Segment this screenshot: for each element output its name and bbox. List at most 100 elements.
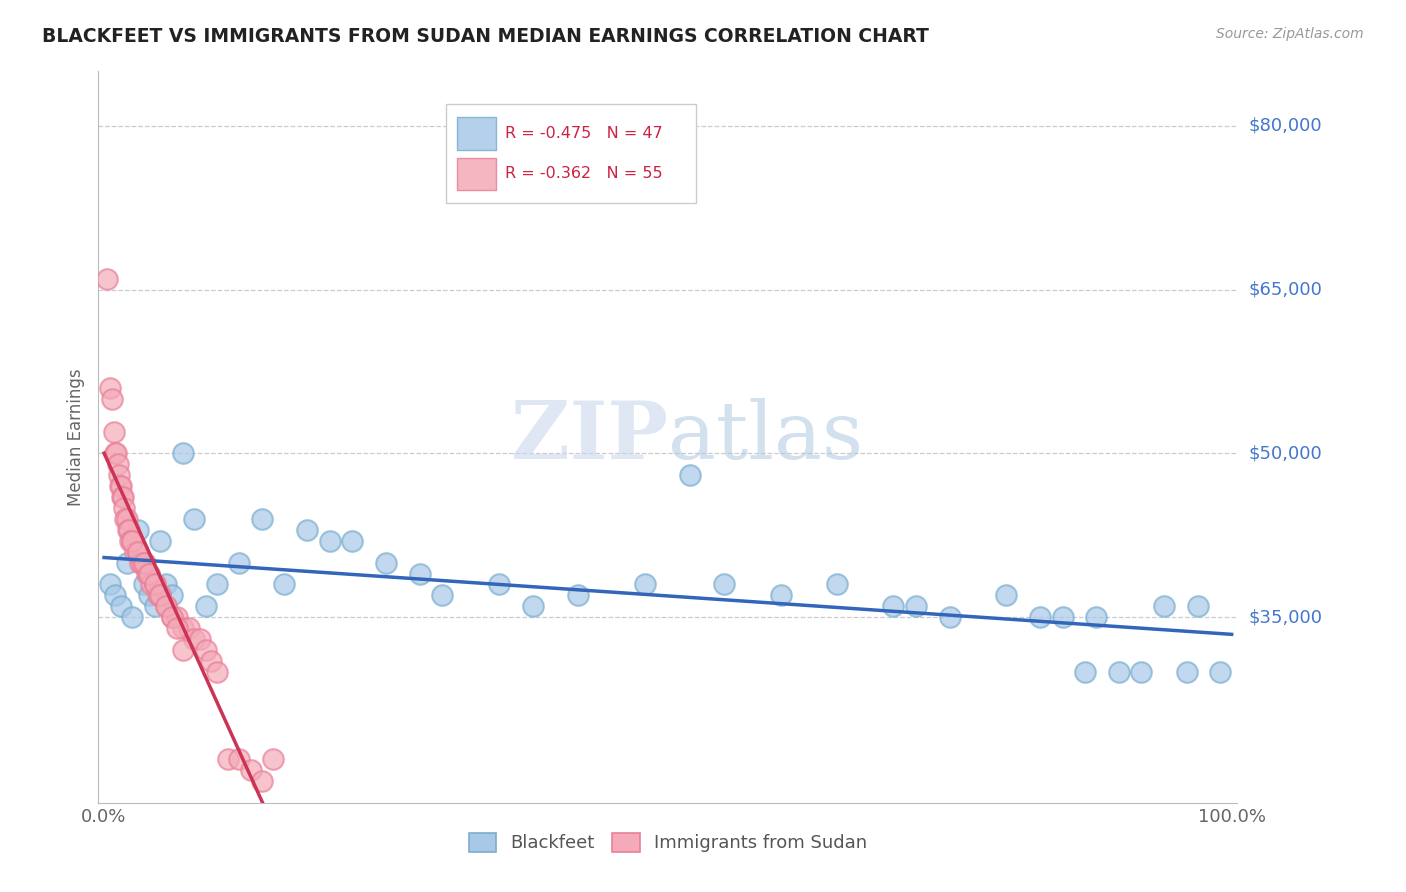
Point bbox=[228, 752, 250, 766]
Text: BLACKFEET VS IMMIGRANTS FROM SUDAN MEDIAN EARNINGS CORRELATION CHART: BLACKFEET VS IMMIGRANTS FROM SUDAN MEDIA… bbox=[42, 27, 929, 45]
Point bbox=[149, 588, 172, 602]
Point bbox=[166, 621, 188, 635]
Point bbox=[200, 654, 222, 668]
Point bbox=[825, 577, 848, 591]
Point bbox=[143, 577, 166, 591]
Point bbox=[995, 588, 1018, 602]
Point bbox=[112, 501, 135, 516]
Point bbox=[488, 577, 510, 591]
Point bbox=[107, 458, 129, 472]
Point bbox=[129, 556, 152, 570]
Point bbox=[188, 632, 211, 646]
Point bbox=[1108, 665, 1130, 679]
Point bbox=[262, 752, 284, 766]
Point bbox=[1187, 599, 1209, 614]
Point bbox=[115, 512, 138, 526]
Text: $65,000: $65,000 bbox=[1249, 281, 1322, 299]
Point bbox=[143, 599, 166, 614]
Point bbox=[228, 556, 250, 570]
Point bbox=[118, 533, 141, 548]
Point bbox=[1130, 665, 1153, 679]
Point bbox=[904, 599, 927, 614]
Point bbox=[138, 566, 160, 581]
Point bbox=[1074, 665, 1097, 679]
Point bbox=[121, 533, 143, 548]
Point bbox=[634, 577, 657, 591]
Point bbox=[135, 566, 157, 581]
Text: $50,000: $50,000 bbox=[1249, 444, 1322, 462]
Point bbox=[124, 545, 146, 559]
Point bbox=[141, 577, 163, 591]
Point bbox=[148, 588, 170, 602]
Point bbox=[250, 512, 273, 526]
FancyBboxPatch shape bbox=[446, 104, 696, 203]
FancyBboxPatch shape bbox=[457, 118, 496, 150]
Point bbox=[127, 523, 149, 537]
Point bbox=[104, 446, 127, 460]
Point bbox=[522, 599, 544, 614]
Legend: Blackfeet, Immigrants from Sudan: Blackfeet, Immigrants from Sudan bbox=[461, 826, 875, 860]
Point bbox=[432, 588, 454, 602]
Point bbox=[183, 512, 205, 526]
Point bbox=[194, 599, 217, 614]
Point bbox=[882, 599, 904, 614]
Point bbox=[250, 774, 273, 789]
Point bbox=[938, 610, 960, 624]
Point bbox=[375, 556, 398, 570]
Point bbox=[1175, 665, 1198, 679]
Point bbox=[110, 599, 132, 614]
Point bbox=[1052, 610, 1074, 624]
Text: $80,000: $80,000 bbox=[1249, 117, 1322, 135]
Point bbox=[107, 468, 129, 483]
Point bbox=[131, 556, 153, 570]
Point bbox=[96, 272, 118, 286]
Point bbox=[110, 479, 132, 493]
Point bbox=[318, 533, 340, 548]
Point bbox=[273, 577, 295, 591]
Point bbox=[409, 566, 432, 581]
Text: Source: ZipAtlas.com: Source: ZipAtlas.com bbox=[1216, 27, 1364, 41]
FancyBboxPatch shape bbox=[457, 158, 496, 190]
Point bbox=[155, 577, 177, 591]
Point bbox=[105, 446, 128, 460]
Text: R = -0.475   N = 47: R = -0.475 N = 47 bbox=[505, 126, 662, 141]
Point bbox=[155, 599, 177, 614]
Point bbox=[121, 610, 143, 624]
Point bbox=[239, 763, 262, 777]
Point bbox=[205, 665, 228, 679]
Point bbox=[132, 577, 155, 591]
Point bbox=[143, 577, 166, 591]
Y-axis label: Median Earnings: Median Earnings bbox=[67, 368, 86, 506]
Point bbox=[1085, 610, 1108, 624]
Point bbox=[114, 512, 136, 526]
Point bbox=[111, 490, 134, 504]
Point bbox=[1153, 599, 1175, 614]
Point bbox=[118, 523, 141, 537]
Point bbox=[1029, 610, 1052, 624]
Text: $35,000: $35,000 bbox=[1249, 608, 1323, 626]
Point bbox=[121, 533, 143, 548]
Point bbox=[104, 588, 127, 602]
Point bbox=[160, 610, 183, 624]
Point bbox=[172, 643, 194, 657]
Point bbox=[117, 523, 139, 537]
Point bbox=[98, 577, 121, 591]
Point bbox=[149, 533, 172, 548]
Point bbox=[177, 621, 200, 635]
Point bbox=[134, 556, 156, 570]
Point bbox=[1209, 665, 1232, 679]
Point bbox=[149, 588, 172, 602]
Point bbox=[205, 577, 228, 591]
Point bbox=[155, 599, 177, 614]
Text: atlas: atlas bbox=[668, 398, 863, 476]
Point bbox=[172, 446, 194, 460]
Point bbox=[127, 545, 149, 559]
Point bbox=[295, 523, 318, 537]
Point bbox=[112, 490, 135, 504]
Point bbox=[340, 533, 363, 548]
Point bbox=[679, 468, 702, 483]
Point bbox=[183, 632, 205, 646]
Point bbox=[166, 610, 188, 624]
Point bbox=[138, 566, 160, 581]
Point bbox=[103, 425, 125, 439]
